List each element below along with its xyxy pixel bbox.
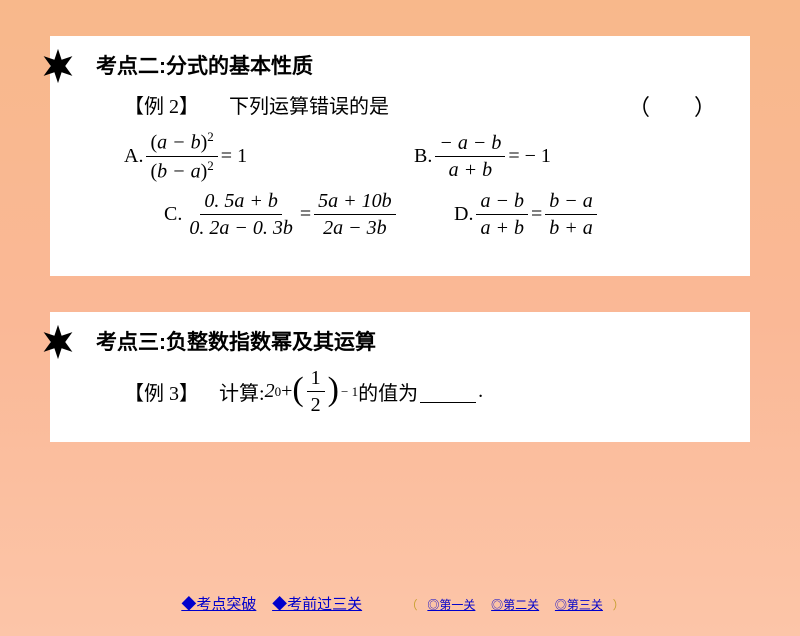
example-3-line: 【例 3】 计算: 20 + ( 1 2 ) − 1 的值为 .	[124, 366, 726, 417]
options-row-1: A. (a − b)2 (b − a)2 = 1 B. − a − b a + …	[124, 129, 726, 183]
star-icon	[40, 48, 76, 84]
panel-exam-point-2: 考点二:分式的基本性质 【例 2】 下列运算错误的是 （ ） A. (a − b…	[50, 36, 750, 276]
fraction-c-right: 5a + 10b 2a − 3b	[314, 189, 396, 240]
fraction-half: 1 2	[307, 366, 325, 417]
link-pass-3[interactable]: ◎第三关	[555, 598, 603, 612]
link-pass-1[interactable]: ◎第一关	[427, 598, 475, 612]
link-pass-2[interactable]: ◎第二关	[491, 598, 539, 612]
link-breakthrough[interactable]: ◆考点突破	[181, 597, 256, 613]
example-2-label: 【例 2】	[124, 96, 199, 118]
link-three-passes[interactable]: ◆考前过三关	[272, 597, 362, 613]
heading-2: 考点二:分式的基本性质	[96, 50, 726, 80]
panel-exam-point-3: 考点三:负整数指数幂及其运算 【例 3】 计算: 20 + ( 1 2 ) − …	[50, 312, 750, 442]
footer-nav: ◆考点突破 ◆考前过三关 （ ◎第一关 ◎第二关 ◎第三关 ）	[0, 593, 800, 614]
fraction-a: (a − b)2 (b − a)2	[146, 129, 217, 183]
fraction-b: − a − b a + b	[435, 131, 505, 182]
star-icon	[40, 324, 76, 360]
fraction-c-left: 0. 5a + b 0. 2a − 0. 3b	[185, 189, 297, 240]
option-d: D. a − b a + b = b − a b + a	[454, 189, 600, 240]
options-row-2: C. 0. 5a + b 0. 2a − 0. 3b = 5a + 10b 2a…	[164, 189, 726, 240]
heading-3: 考点三:负整数指数幂及其运算	[96, 326, 726, 356]
option-a: A. (a − b)2 (b − a)2 = 1	[124, 129, 414, 183]
answer-blank	[420, 381, 476, 403]
calc-label: 计算:	[219, 377, 265, 406]
example-2-text: 下列运算错误的是	[229, 96, 389, 118]
example-3-label: 【例 3】	[124, 377, 199, 406]
option-b: B. − a − b a + b = − 1	[414, 131, 551, 182]
answer-paren: （ ）	[628, 90, 716, 122]
option-c: C. 0. 5a + b 0. 2a − 0. 3b = 5a + 10b 2a…	[164, 189, 454, 240]
example-2-line: 【例 2】 下列运算错误的是 （ ）	[124, 90, 726, 119]
fraction-d-right: b − a b + a	[545, 189, 597, 240]
fraction-d-left: a − b a + b	[476, 189, 528, 240]
